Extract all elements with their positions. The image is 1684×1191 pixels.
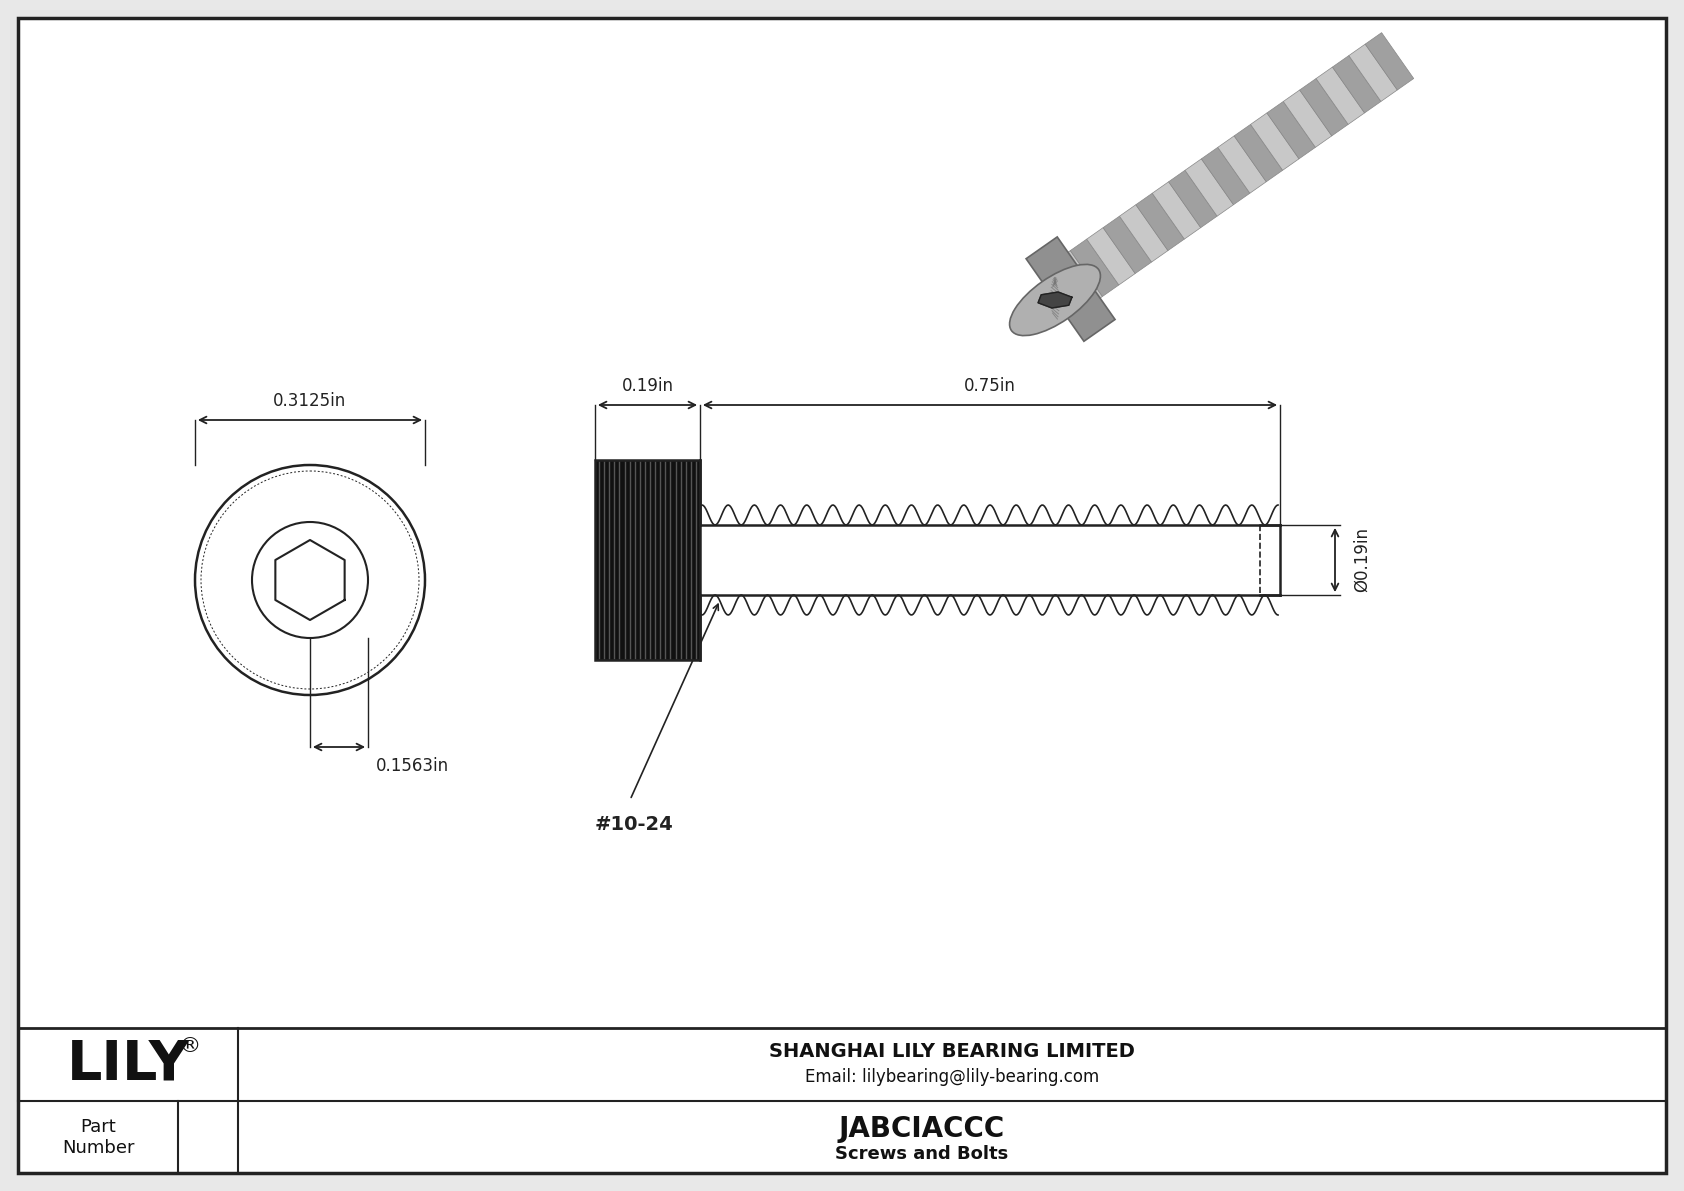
Bar bbox=[594, 460, 701, 660]
Polygon shape bbox=[1234, 124, 1283, 182]
Polygon shape bbox=[1120, 205, 1169, 262]
Polygon shape bbox=[1037, 292, 1073, 308]
Polygon shape bbox=[1135, 193, 1184, 250]
Polygon shape bbox=[1186, 158, 1233, 216]
Polygon shape bbox=[1086, 227, 1135, 285]
Text: Screws and Bolts: Screws and Bolts bbox=[835, 1145, 1009, 1162]
Text: Ø0.19in: Ø0.19in bbox=[1352, 528, 1371, 592]
Polygon shape bbox=[1026, 237, 1115, 342]
Polygon shape bbox=[1218, 136, 1266, 193]
Polygon shape bbox=[1071, 239, 1118, 297]
Text: JABCIACCC: JABCIACCC bbox=[839, 1115, 1005, 1142]
Text: 0.75in: 0.75in bbox=[963, 378, 1015, 395]
Text: 0.3125in: 0.3125in bbox=[273, 392, 347, 410]
Text: 0.1563in: 0.1563in bbox=[376, 757, 450, 775]
Polygon shape bbox=[1169, 170, 1218, 227]
Text: ®: ® bbox=[179, 1036, 200, 1056]
Polygon shape bbox=[1054, 250, 1103, 308]
Polygon shape bbox=[1266, 101, 1315, 158]
Polygon shape bbox=[1283, 91, 1332, 148]
Ellipse shape bbox=[1010, 264, 1100, 336]
Polygon shape bbox=[1332, 56, 1381, 113]
Polygon shape bbox=[1349, 44, 1398, 101]
Polygon shape bbox=[1103, 217, 1152, 274]
Polygon shape bbox=[1251, 113, 1298, 170]
Polygon shape bbox=[1201, 148, 1250, 205]
Text: 0.19in: 0.19in bbox=[621, 378, 674, 395]
Text: SHANGHAI LILY BEARING LIMITED: SHANGHAI LILY BEARING LIMITED bbox=[770, 1042, 1135, 1060]
Polygon shape bbox=[1152, 182, 1201, 239]
Polygon shape bbox=[1300, 79, 1349, 136]
Text: Part
Number: Part Number bbox=[62, 1118, 135, 1156]
Polygon shape bbox=[1317, 67, 1364, 124]
Text: LILY: LILY bbox=[67, 1037, 189, 1091]
Polygon shape bbox=[1366, 32, 1415, 91]
Bar bbox=[19, 1028, 1665, 1173]
Text: Email: lilybearing@lily-bearing.com: Email: lilybearing@lily-bearing.com bbox=[805, 1068, 1100, 1086]
Text: #10-24: #10-24 bbox=[594, 815, 674, 834]
